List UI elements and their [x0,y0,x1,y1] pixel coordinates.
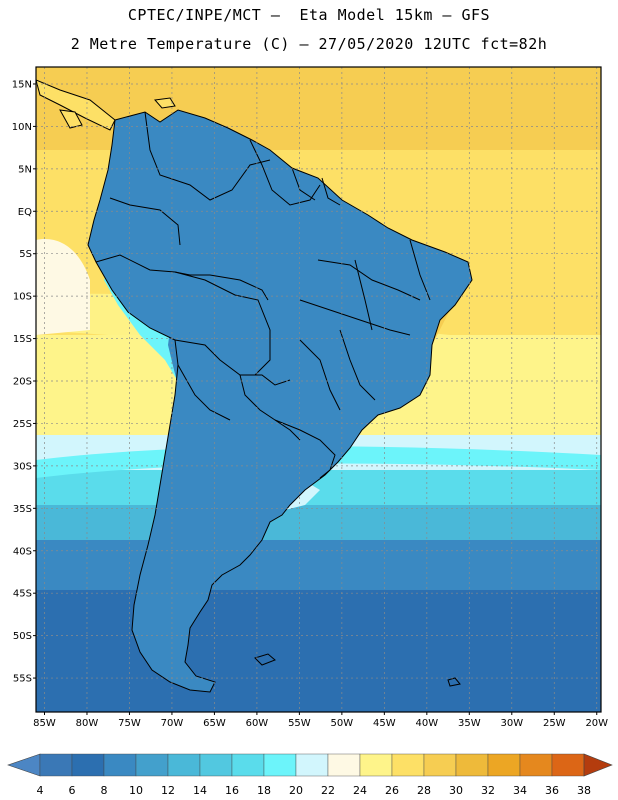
lon-label: 35W [458,718,481,729]
lat-label: EQ [18,207,32,218]
lon-label: 55W [288,718,311,729]
colorbar-label: 22 [321,784,335,797]
lon-label: 65W [203,718,226,729]
lon-label: 50W [331,718,354,729]
colorbar-labels: 4 6 8 10 12 14 16 18 20 22 24 26 28 30 32 34 36 38 [37,784,592,797]
colorbar-swatch [263,753,297,777]
islands [254,653,461,687]
map-title-line-2: 2 Metre Temperature (C) – 27/05/2020 12U… [70,35,548,53]
colorbar-swatch [455,753,489,777]
colorbar-swatch [551,753,585,777]
colorbar-swatch [199,753,233,777]
lat-label: 5S [19,249,32,260]
lon-label: 40W [416,718,439,729]
caribbean-coast [36,79,176,131]
lat-label: 15S [13,334,32,345]
lat-label: 25S [13,419,32,430]
map-frame [35,66,602,713]
lat-label: 30S [13,461,32,472]
colorbar-swatch [391,753,425,777]
country-borders [87,109,473,693]
colorbar-label: 38 [577,784,591,797]
colorbar-swatch [519,753,553,777]
colorbar-swatch [71,753,105,777]
lon-label: 30W [500,718,523,729]
lat-label: 35S [13,504,32,515]
colorbar-swatch [231,753,265,777]
lon-label: 70W [161,718,184,729]
map-title-line-1: CPTEC/INPE/MCT – Eta Model 15km – GFS [127,6,491,24]
lon-label: 85W [33,718,56,729]
colorbar-swatch [39,753,73,777]
colorbar-label: 24 [353,784,367,797]
colorbar-label: 20 [289,784,303,797]
colorbar-label: 12 [161,784,175,797]
colorbar-swatch [103,753,137,777]
ocean-band-6 [36,590,601,712]
lon-label: 60W [246,718,269,729]
colorbar-label: 28 [417,784,431,797]
colorbar-label: 10 [129,784,143,797]
ocean-band-13 [36,505,601,545]
lat-label: 45S [13,589,32,600]
lon-label: 45W [373,718,396,729]
colorbar-swatch [167,753,201,777]
colorbar-under-triangle [7,753,41,777]
colorbar-label: 16 [225,784,239,797]
lat-label: 10N [12,122,32,133]
colorbar-swatch [423,753,457,777]
colorbar-label: 36 [545,784,559,797]
lat-label: 50S [13,631,32,642]
colorbar-label: 30 [449,784,463,797]
graticule [36,67,601,712]
lat-label: 40S [13,546,32,557]
latitude-labels: 15N 10N 5N EQ 5S 10S 15S 20S 25S 30S 35S 40S 45S 50S 5… [12,79,36,685]
colorbar-swatch [487,753,521,777]
colorbar-label: 18 [257,784,271,797]
colorbar-swatch [295,753,329,777]
colorbar-label: 14 [193,784,207,797]
colorbar-label: 6 [69,784,76,797]
colorbar-swatch [135,753,169,777]
colorbar-label: 4 [37,784,44,797]
lon-label: 80W [76,718,99,729]
lat-label: 20S [13,377,32,388]
lat-label: 10S [13,292,32,303]
colorbar-swatch [327,753,361,777]
ocean-band-9 [36,540,601,595]
lon-label: 20W [585,718,608,729]
lat-label: 15N [12,79,32,90]
lat-label: 5N [18,164,32,175]
colorbar [7,753,613,777]
colorbar-label: 34 [513,784,527,797]
colorbar-over-triangle [583,753,613,777]
lon-label: 75W [118,718,141,729]
colorbar-label: 8 [101,784,108,797]
lat-label: 55S [13,674,32,685]
longitude-labels: 85W 80W 75W 70W 65W 60W 55W 50W 45W 40W 35W 30W 25W 2… [33,712,608,729]
pacific-warm-patch [36,239,90,335]
temperature-field [36,67,601,712]
colorbar-swatch [359,753,393,777]
colorbar-label: 26 [385,784,399,797]
lon-label: 25W [543,718,566,729]
colorbar-label: 32 [481,784,495,797]
